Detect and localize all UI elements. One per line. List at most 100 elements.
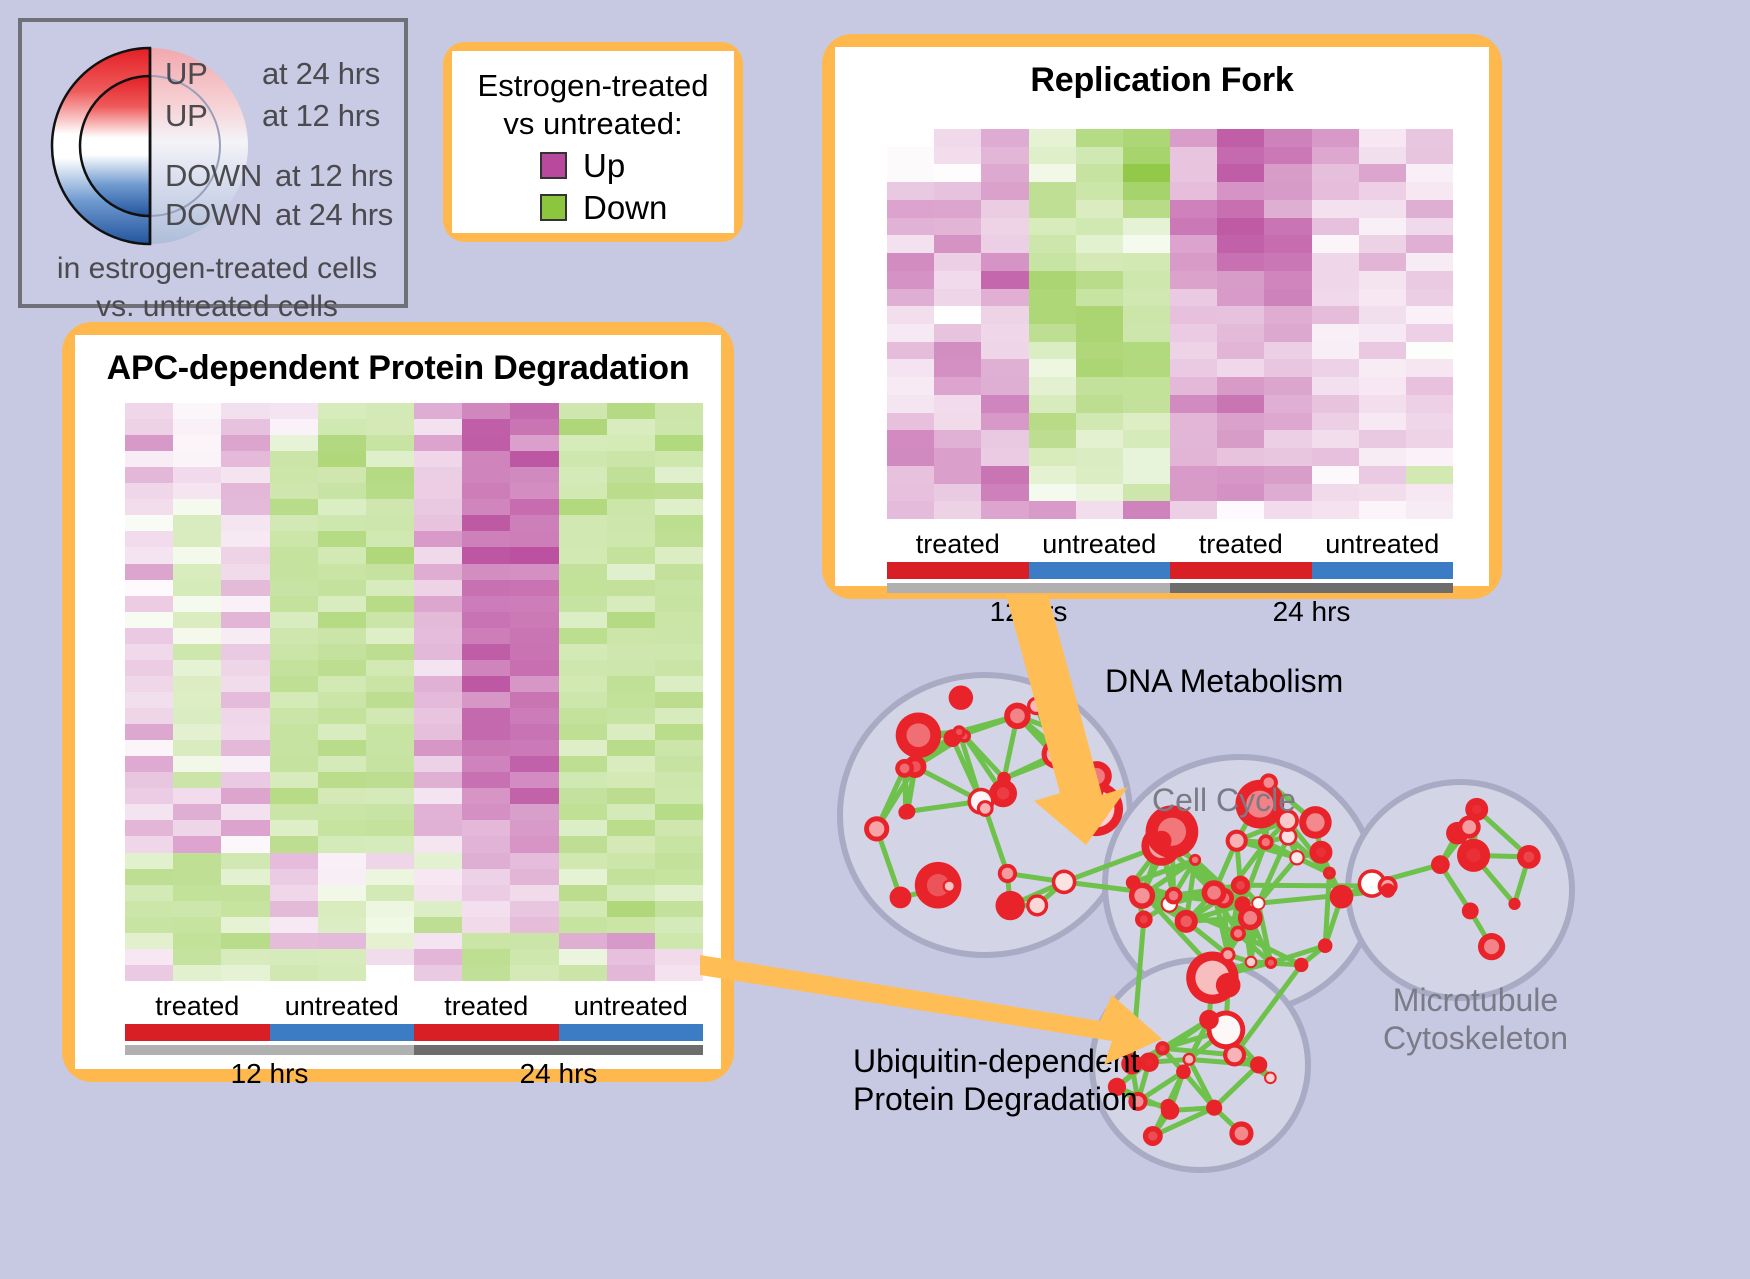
network-node[interactable] bbox=[1201, 880, 1227, 906]
network-node[interactable] bbox=[1299, 806, 1332, 839]
network-node[interactable] bbox=[1234, 896, 1251, 913]
panel-title-replication: Replication Fork bbox=[1030, 61, 1294, 99]
network-node[interactable] bbox=[1176, 1064, 1191, 1080]
heatmap-cell bbox=[125, 547, 174, 564]
heatmap-cell bbox=[654, 916, 703, 933]
network-node[interactable] bbox=[1139, 1052, 1159, 1073]
network-node[interactable] bbox=[976, 800, 994, 817]
network-node[interactable] bbox=[898, 804, 914, 820]
heatmap-cell bbox=[1311, 235, 1359, 254]
heatmap-cell bbox=[269, 403, 318, 420]
heatmap-cell bbox=[606, 916, 655, 933]
legend-time-0: at 24 hrs bbox=[262, 56, 380, 91]
network-node[interactable] bbox=[1223, 1043, 1247, 1067]
heatmap-cell bbox=[654, 675, 703, 692]
network-node[interactable] bbox=[1289, 849, 1305, 866]
heatmap-cell bbox=[510, 403, 559, 420]
heatmap-cell bbox=[414, 820, 463, 837]
heatmap-cell bbox=[1028, 217, 1076, 236]
heatmap-cell bbox=[934, 129, 982, 147]
network-node[interactable] bbox=[1026, 894, 1049, 917]
heatmap-cell bbox=[981, 146, 1029, 165]
network-node[interactable] bbox=[1309, 840, 1333, 864]
network-node[interactable] bbox=[1430, 855, 1450, 875]
network-node[interactable] bbox=[1235, 779, 1285, 829]
heatmap-cell bbox=[365, 627, 414, 644]
network-node[interactable] bbox=[1264, 956, 1278, 969]
network-node[interactable] bbox=[1329, 884, 1354, 909]
network-node[interactable] bbox=[1456, 838, 1491, 872]
network-node[interactable] bbox=[1279, 827, 1298, 846]
heatmap-cell bbox=[558, 756, 607, 773]
network-node[interactable] bbox=[1206, 1099, 1223, 1116]
network-node[interactable] bbox=[989, 779, 1018, 808]
network-node[interactable] bbox=[1258, 834, 1274, 850]
network-node[interactable] bbox=[1461, 902, 1479, 920]
network-node[interactable] bbox=[914, 861, 962, 909]
network-node[interactable] bbox=[1264, 1071, 1277, 1085]
network-node[interactable] bbox=[1229, 1121, 1254, 1146]
network-node[interactable] bbox=[1215, 972, 1241, 998]
network-node[interactable] bbox=[1135, 910, 1153, 929]
network-node[interactable] bbox=[952, 725, 966, 739]
network-node[interactable] bbox=[1244, 955, 1258, 969]
network-node[interactable] bbox=[1225, 829, 1248, 852]
network-node[interactable] bbox=[889, 886, 912, 909]
network-node[interactable] bbox=[1465, 797, 1489, 821]
network-node[interactable] bbox=[1230, 875, 1251, 895]
network-node[interactable] bbox=[1230, 925, 1246, 942]
network-node[interactable] bbox=[1128, 1091, 1148, 1111]
legend-direction-3: DOWN bbox=[165, 197, 262, 232]
network-node[interactable] bbox=[864, 816, 890, 842]
network-node[interactable] bbox=[1276, 809, 1299, 833]
network-node[interactable] bbox=[895, 758, 914, 778]
network-node[interactable] bbox=[1182, 1052, 1196, 1066]
network-node[interactable] bbox=[895, 712, 942, 758]
network-node[interactable] bbox=[1107, 1077, 1127, 1096]
network-node[interactable] bbox=[1189, 853, 1202, 866]
heatmap-cell bbox=[1358, 377, 1406, 395]
network-node[interactable] bbox=[1128, 882, 1156, 909]
network-node[interactable] bbox=[1199, 1009, 1219, 1030]
network-node[interactable] bbox=[1516, 844, 1541, 869]
network-node[interactable] bbox=[1004, 702, 1031, 730]
cluster-label-microtubule-cytoskeleton: Microtubule Cytoskeleton bbox=[1383, 982, 1568, 1058]
node-inner-fill bbox=[1211, 1015, 1241, 1045]
node-inner-fill bbox=[1471, 804, 1482, 815]
network-node[interactable] bbox=[1322, 866, 1336, 880]
network-node[interactable] bbox=[1457, 815, 1481, 839]
heatmap-cell bbox=[1122, 501, 1170, 519]
network-node[interactable] bbox=[1142, 1126, 1163, 1146]
node-inner-fill bbox=[1180, 915, 1192, 927]
network-node[interactable] bbox=[1220, 947, 1236, 963]
heatmap-cell bbox=[414, 868, 463, 885]
network-node[interactable] bbox=[1508, 897, 1521, 911]
heatmap-cell bbox=[173, 499, 222, 516]
network-node[interactable] bbox=[1294, 957, 1309, 973]
network-node[interactable] bbox=[1121, 1053, 1143, 1075]
network-node[interactable] bbox=[997, 771, 1011, 786]
node-inner-fill bbox=[1223, 950, 1233, 960]
network-node[interactable] bbox=[1317, 938, 1333, 953]
network-node[interactable] bbox=[1477, 933, 1506, 961]
network-node[interactable] bbox=[995, 890, 1025, 921]
network-node[interactable] bbox=[1174, 909, 1198, 933]
heatmap-cell bbox=[1217, 465, 1265, 484]
network-node[interactable] bbox=[1259, 773, 1278, 792]
network-node[interactable] bbox=[1160, 1101, 1180, 1120]
network-node[interactable] bbox=[1251, 896, 1266, 911]
network-node[interactable] bbox=[1380, 883, 1396, 898]
network-node[interactable] bbox=[948, 685, 974, 710]
network-node[interactable] bbox=[997, 863, 1018, 884]
network-node[interactable] bbox=[1051, 869, 1077, 895]
network-node[interactable] bbox=[942, 879, 957, 893]
heatmap-cell bbox=[1358, 199, 1406, 218]
network-node[interactable] bbox=[1151, 830, 1172, 851]
heatmap-cell bbox=[1358, 288, 1406, 307]
network-node[interactable] bbox=[1164, 886, 1183, 905]
heatmap-cell bbox=[173, 547, 222, 564]
heatmap-cell bbox=[125, 788, 174, 805]
network-node[interactable] bbox=[1250, 1056, 1268, 1074]
heatmap-cell bbox=[221, 708, 270, 725]
network-node[interactable] bbox=[1155, 1041, 1170, 1056]
